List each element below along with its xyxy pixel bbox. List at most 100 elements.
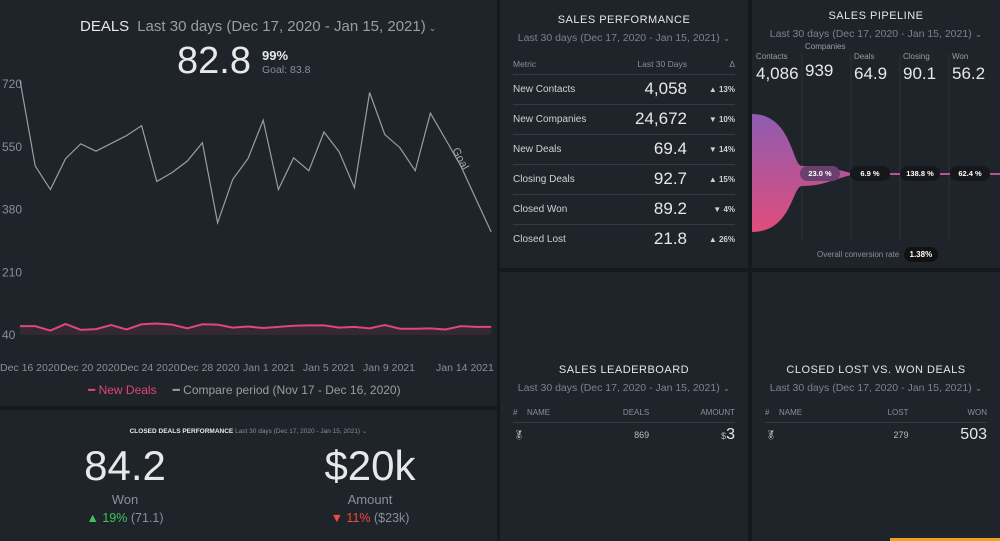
col-name: NAME xyxy=(527,404,585,423)
metric-name: New Deals xyxy=(513,133,615,164)
col-name: NAME xyxy=(779,404,847,423)
legend-compare-period[interactable]: ━ Compare period (Nov 17 - Dec 16, 2020) xyxy=(172,383,401,397)
lostwon-title: CLOSED LOST VS. WON DEALS xyxy=(786,364,966,376)
x-tick-label: Dec 24 2020 xyxy=(120,362,180,374)
pipeline-stage-closing: Closing 90.1 xyxy=(903,52,937,83)
won-cell: 503 xyxy=(960,426,987,444)
y-tick-label: 550 xyxy=(2,140,22,154)
y-tick-label: 380 xyxy=(2,203,22,217)
pipeline-stage-contacts: Contacts 4,086 xyxy=(756,52,799,83)
closed-deals-widget: CLOSED DEALS PERFORMANCE Last 30 days (D… xyxy=(0,410,497,541)
new-deals-line xyxy=(20,322,492,332)
x-tick-label: Dec 28 2020 xyxy=(180,362,240,374)
metric-delta: ▲ 26% xyxy=(687,223,735,254)
leaderboard-date-dropdown[interactable]: Last 30 days (Dec 17, 2020 - Jan 15, 202… xyxy=(517,382,731,394)
col-metric: Metric xyxy=(513,58,537,69)
sales-perf-date-dropdown[interactable]: Last 30 days (Dec 17, 2020 - Jan 15, 202… xyxy=(517,32,731,44)
metric-name: Closing Deals xyxy=(513,163,615,194)
pipeline-date-dropdown[interactable]: Last 30 days (Dec 17, 2020 - Jan 15, 202… xyxy=(769,28,983,40)
medal-icon: 🏅︎ xyxy=(765,429,777,440)
table-row[interactable]: New Companies 24,672 ▼ 10% xyxy=(513,103,735,134)
metric-value: 4,058 xyxy=(614,73,687,104)
closed-title: CLOSED DEALS PERFORMANCE xyxy=(129,428,234,435)
sales-pipeline-widget: SALES PIPELINE Last 30 days (Dec 17, 202… xyxy=(752,0,1000,268)
deals-widget: DEALS Last 30 days (Dec 17, 2020 - Jan 1… xyxy=(0,0,497,406)
amount-prev: ($23k) xyxy=(374,511,410,525)
lost-cell: 279 xyxy=(893,430,909,441)
table-row[interactable]: Closed Won 89.2 ▼ 4% xyxy=(513,193,735,224)
metric-value: 89.2 xyxy=(614,193,687,224)
deals-percent: 99% xyxy=(262,48,289,63)
metric-name: Closed Lost xyxy=(513,223,615,254)
y-tick-label: 40 xyxy=(2,328,16,342)
metric-value: 92.7 xyxy=(614,163,687,194)
leaderboard-title: SALES LEADERBOARD xyxy=(558,364,690,376)
legend-new-deals[interactable]: ━ New Deals xyxy=(88,383,157,397)
x-tick-label: Jan 14 2021 xyxy=(436,362,494,374)
col-won: WON xyxy=(908,404,987,423)
orange-corner-accent xyxy=(890,538,1000,541)
metric-delta: ▼ 10% xyxy=(687,103,735,134)
closed-lost-vs-won-widget: CLOSED LOST VS. WON DEALS Last 30 days (… xyxy=(752,272,1000,541)
y-tick-label: 210 xyxy=(2,265,22,279)
conversion-rate-badge: 138.8 % xyxy=(900,166,940,181)
y-tick-label: 720 xyxy=(2,77,22,91)
metric-delta: ▲ 13% xyxy=(687,73,735,104)
x-tick-label: Jan 5 2021 xyxy=(303,362,355,374)
overall-conversion-label: Overall conversion rate xyxy=(817,250,900,259)
table-row[interactable]: New Contacts 4,058 ▲ 13% xyxy=(513,73,735,104)
conversion-rate-badge: 62.4 % xyxy=(950,166,990,181)
metric-delta: ▼ 4% xyxy=(687,193,735,224)
deals-date-dropdown[interactable]: Last 30 days (Dec 17, 2020 - Jan 15, 202… xyxy=(137,18,437,35)
goal-label: Goal xyxy=(449,146,471,172)
metric-name: New Contacts xyxy=(513,73,615,104)
col-deals: DEALS xyxy=(584,404,650,423)
metric-name: New Companies xyxy=(513,103,615,134)
table-row[interactable]: New Deals 69.4 ▼ 14% xyxy=(513,133,735,164)
medal-icon: 🏅︎ xyxy=(513,429,525,440)
table-row[interactable]: 🏅︎ 869 $3 xyxy=(513,422,735,448)
amount-delta: ▼ 11% xyxy=(330,511,371,525)
amount-value: $20k xyxy=(324,442,416,489)
overall-conversion-value: 1.38% xyxy=(903,247,939,262)
won-value: 84.2 xyxy=(84,442,166,489)
metric-delta: ▲ 15% xyxy=(687,163,735,194)
x-tick-label: Jan 9 2021 xyxy=(363,362,415,374)
col-rank: # xyxy=(765,404,779,423)
table-row[interactable]: 🏅︎ 279 503 xyxy=(765,422,987,448)
won-label: Won xyxy=(111,492,139,507)
metric-value: 24,672 xyxy=(614,103,687,134)
lostwon-table: # NAME LOST WON 🏅︎ 279 503 xyxy=(765,404,987,448)
deals-goal: Goal: 83.8 xyxy=(262,64,311,76)
x-tick-label: Dec 16 2020 xyxy=(0,362,60,374)
conversion-rate-badge: 6.9 % xyxy=(850,166,890,181)
pipeline-stage-companies: Companies 939 xyxy=(805,42,846,80)
metric-name: Closed Won xyxy=(513,193,615,224)
table-row[interactable]: Closing Deals 92.7 ▲ 15% xyxy=(513,163,735,194)
col-lost: LOST xyxy=(847,404,909,423)
sales-perf-table: Metric Last 30 Days Δ New Contacts 4,058 ▲ 1… xyxy=(513,54,735,254)
amount-cell: $3 xyxy=(721,426,735,444)
leaderboard-table: # NAME DEALS AMOUNT 🏅︎ 869 $3 xyxy=(513,404,735,448)
compare-period-line xyxy=(19,80,492,233)
x-tick-label: Dec 20 2020 xyxy=(60,362,120,374)
sales-perf-title: SALES PERFORMANCE xyxy=(557,14,691,26)
col-delta: Δ xyxy=(729,58,735,69)
pipeline-title: SALES PIPELINE xyxy=(828,10,924,22)
deals-title: DEALS xyxy=(80,18,130,35)
x-tick-label: Jan 1 2021 xyxy=(243,362,295,374)
col-rank: # xyxy=(513,404,527,423)
conversion-rate-badge: 23.0 % xyxy=(800,166,840,181)
sales-performance-widget: SALES PERFORMANCE Last 30 days (Dec 17, … xyxy=(500,0,748,268)
won-prev: (71.1) xyxy=(130,511,164,525)
col-amount: AMOUNT xyxy=(649,404,735,423)
closed-date-dropdown[interactable]: Last 30 days (Dec 17, 2020 - Jan 15, 202… xyxy=(235,428,368,435)
col-last-30: Last 30 Days xyxy=(637,58,687,69)
table-row[interactable]: Closed Lost 21.8 ▲ 26% xyxy=(513,223,735,254)
deals-value: 82.8 xyxy=(177,40,251,82)
metric-delta: ▼ 14% xyxy=(687,133,735,164)
metric-value: 69.4 xyxy=(614,133,687,164)
sales-leaderboard-widget: SALES LEADERBOARD Last 30 days (Dec 17, … xyxy=(500,272,748,541)
lostwon-date-dropdown[interactable]: Last 30 days (Dec 17, 2020 - Jan 15, 202… xyxy=(769,382,983,394)
